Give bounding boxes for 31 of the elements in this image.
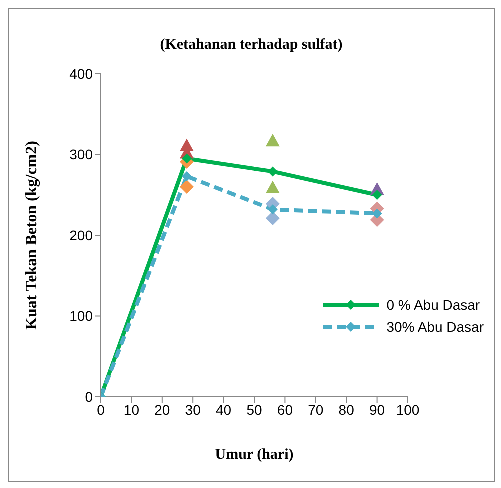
- point: [372, 190, 382, 200]
- y-tick-label: 400: [70, 66, 94, 82]
- point: [266, 134, 280, 147]
- point: [266, 212, 280, 226]
- x-tick-label: 80: [338, 402, 355, 418]
- x-tick-label: 40: [216, 402, 232, 418]
- x-tick-label: 30: [185, 402, 202, 418]
- legend-label: 0 % Abu Dasar: [386, 296, 480, 315]
- x-tick-label: 50: [246, 402, 262, 418]
- point: [182, 154, 192, 164]
- legend-label: 30% Abu Dasar: [386, 318, 484, 337]
- x-tick-label: 0: [97, 402, 106, 418]
- point: [180, 180, 194, 194]
- x-tick-label: 20: [154, 402, 170, 418]
- x-tick-label: 90: [370, 402, 386, 418]
- x-tick-label: 70: [308, 402, 324, 418]
- point: [268, 204, 278, 215]
- y-tick-label: 300: [70, 146, 94, 163]
- point: [182, 172, 192, 182]
- y-axis-title: Kuat Tekan Beton (kg/cm2): [24, 141, 41, 330]
- x-axis-title: Umur (hari): [215, 447, 294, 463]
- x-tick-label: 100: [396, 402, 420, 418]
- x-tick-label: 10: [124, 402, 140, 418]
- chart-title: (Ketahanan terhadap sulfat): [159, 37, 344, 54]
- point: [268, 166, 278, 177]
- point: [266, 180, 280, 194]
- y-tick-label: 200: [70, 227, 94, 244]
- point: [372, 208, 382, 219]
- y-tick-label: 100: [70, 308, 94, 324]
- x-tick-label: 60: [277, 402, 294, 418]
- y-tick-label: 0: [85, 388, 94, 405]
